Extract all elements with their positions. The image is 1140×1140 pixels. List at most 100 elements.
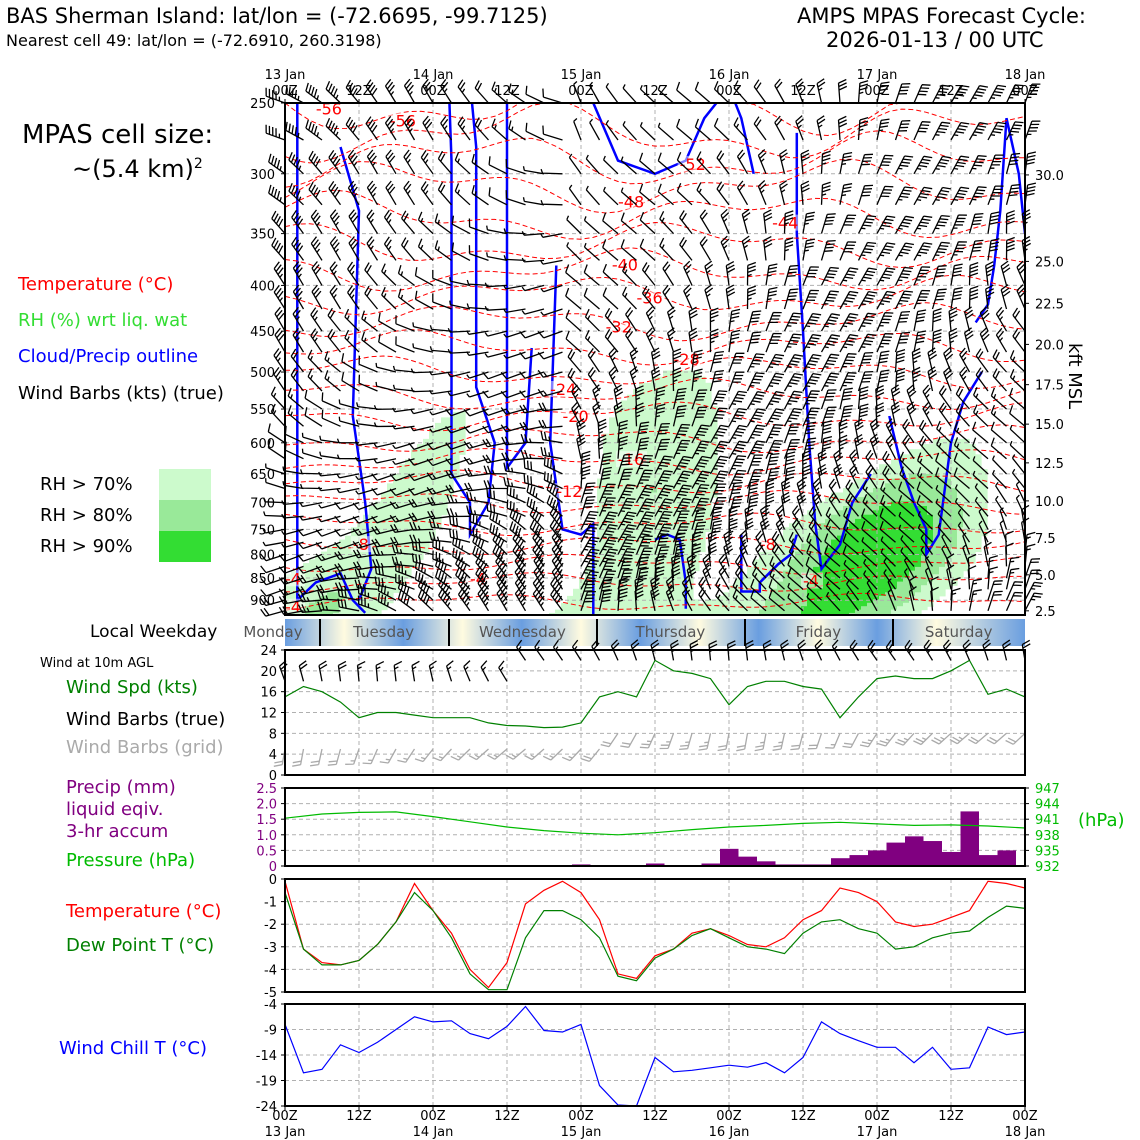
rh-cell (981, 506, 988, 511)
rh-cell (609, 599, 616, 604)
rh-cell (309, 570, 316, 575)
rh-cell (687, 523, 694, 528)
wind-barb (451, 242, 471, 261)
wind-barb (791, 517, 804, 543)
rh-cell (351, 609, 358, 614)
y-tick-label: 1.0 (256, 829, 277, 844)
rh-cell (831, 497, 838, 503)
rh-cell (687, 428, 694, 435)
rh-cell (663, 510, 670, 516)
rh-cell (705, 417, 712, 424)
rh-cell (567, 609, 574, 614)
rh-cell (291, 588, 298, 593)
wind-barb (787, 593, 804, 612)
wind-barb (802, 266, 819, 286)
wind-barb (765, 263, 778, 286)
wind-barb (378, 333, 397, 353)
rh-cell (945, 585, 952, 590)
wind-barb (861, 508, 878, 530)
wind-barb (265, 478, 286, 490)
top-axis-hour: 00Z (864, 84, 890, 99)
rh-cell (921, 581, 928, 586)
rh-cell (789, 609, 796, 614)
wind-barb (566, 215, 582, 235)
y-tick-label: -4 (264, 963, 277, 978)
rh-cell (381, 514, 388, 520)
rh-cell (687, 417, 694, 424)
wind-barb (305, 82, 323, 104)
wind-barb (617, 511, 637, 530)
wind-barb (474, 80, 489, 104)
site-title: BAS Sherman Island: lat/lon = (-72.6695,… (6, 4, 548, 28)
wind-barb (551, 553, 564, 579)
wind-barb (265, 124, 286, 141)
wind-barb (501, 436, 526, 446)
rh-cell (795, 566, 802, 572)
wind-barb (327, 307, 342, 332)
rh-cell (687, 438, 694, 445)
rh-cell (897, 539, 904, 545)
wind-barb (617, 468, 633, 489)
rh-cell (675, 376, 682, 384)
rh-cell (831, 523, 838, 528)
wind-barb (654, 438, 670, 459)
rh-cell (705, 518, 712, 524)
rh-cell (369, 609, 376, 614)
rh-cell (951, 438, 958, 445)
wind-barb (317, 590, 341, 601)
rh-cell (789, 592, 796, 597)
rh-cell (909, 488, 916, 494)
rh-cell (885, 570, 892, 575)
rh-cell (429, 506, 436, 511)
rh-cell (651, 563, 658, 568)
wind-barb (617, 535, 636, 555)
wind-barb (546, 495, 563, 517)
rh-cell (285, 585, 292, 590)
rh-cell (693, 444, 700, 450)
rh-cell (657, 459, 664, 465)
rh-cell (759, 555, 766, 560)
wind-barb (913, 186, 933, 206)
rh-cell (879, 588, 886, 593)
rh-cell (675, 370, 682, 378)
wind-barb (769, 556, 785, 579)
wind-barb (882, 465, 896, 489)
wind-barb (445, 425, 471, 434)
rh-cell (825, 555, 832, 560)
wind-barb (837, 115, 848, 141)
wind-barb (691, 389, 708, 410)
wind-barb (426, 442, 452, 451)
rh-cell (405, 483, 412, 489)
rh-cell (813, 592, 820, 597)
rh-cell (699, 400, 706, 407)
wind-barb (464, 482, 489, 492)
wind-barb (863, 570, 878, 590)
bottom-axis-day: 15 Jan (560, 1125, 602, 1140)
wind-barb (488, 156, 508, 175)
wind-barb (691, 455, 711, 475)
rh-cell (771, 602, 778, 607)
wind-barb (857, 80, 869, 104)
wind-barb (580, 590, 596, 612)
wind-barb (540, 199, 563, 206)
rh-cell (939, 483, 946, 489)
rh-cell (945, 570, 952, 575)
wind-barb (482, 390, 508, 399)
rh-cell (411, 555, 418, 560)
rh-cell (903, 602, 910, 607)
rh-cell (699, 376, 706, 384)
rh-cell (903, 547, 910, 553)
rh-cell (669, 400, 676, 407)
rh-cell (645, 501, 652, 507)
rh-cell (759, 585, 766, 590)
wind-barb (392, 365, 415, 373)
rh-cell (795, 602, 802, 607)
wind-barb (307, 368, 323, 392)
rh-cell (855, 543, 862, 549)
rh-cell (441, 417, 448, 424)
rh-cell (777, 563, 784, 568)
wind-barb (355, 473, 378, 481)
rh-cell (957, 454, 964, 460)
rh-cell (963, 473, 970, 480)
rh-cell (855, 578, 862, 583)
